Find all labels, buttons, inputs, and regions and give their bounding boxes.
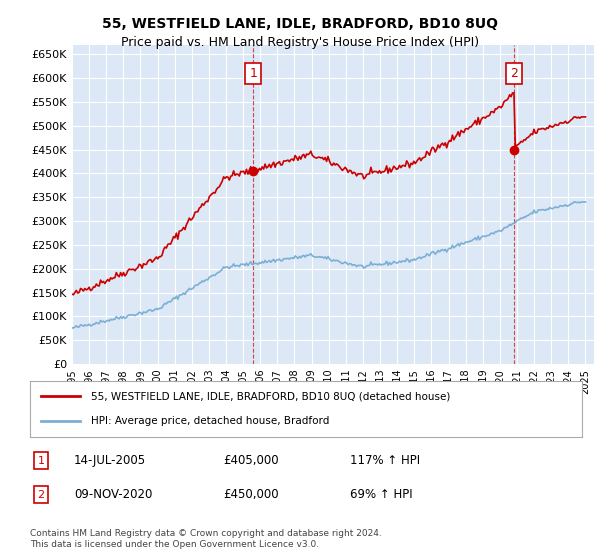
Text: £450,000: £450,000 xyxy=(223,488,279,501)
Text: £405,000: £405,000 xyxy=(223,454,279,467)
Text: HPI: Average price, detached house, Bradford: HPI: Average price, detached house, Brad… xyxy=(91,416,329,426)
Text: 117% ↑ HPI: 117% ↑ HPI xyxy=(350,454,420,467)
Text: 2: 2 xyxy=(510,67,518,80)
Text: Price paid vs. HM Land Registry's House Price Index (HPI): Price paid vs. HM Land Registry's House … xyxy=(121,36,479,49)
Text: Contains HM Land Registry data © Crown copyright and database right 2024.
This d: Contains HM Land Registry data © Crown c… xyxy=(30,529,382,549)
Text: 2: 2 xyxy=(37,490,44,500)
Text: 1: 1 xyxy=(249,67,257,80)
Text: 14-JUL-2005: 14-JUL-2005 xyxy=(74,454,146,467)
Text: 09-NOV-2020: 09-NOV-2020 xyxy=(74,488,152,501)
Text: 1: 1 xyxy=(38,456,44,465)
Text: 55, WESTFIELD LANE, IDLE, BRADFORD, BD10 8UQ: 55, WESTFIELD LANE, IDLE, BRADFORD, BD10… xyxy=(102,17,498,31)
Text: 55, WESTFIELD LANE, IDLE, BRADFORD, BD10 8UQ (detached house): 55, WESTFIELD LANE, IDLE, BRADFORD, BD10… xyxy=(91,391,450,402)
Text: 69% ↑ HPI: 69% ↑ HPI xyxy=(350,488,413,501)
